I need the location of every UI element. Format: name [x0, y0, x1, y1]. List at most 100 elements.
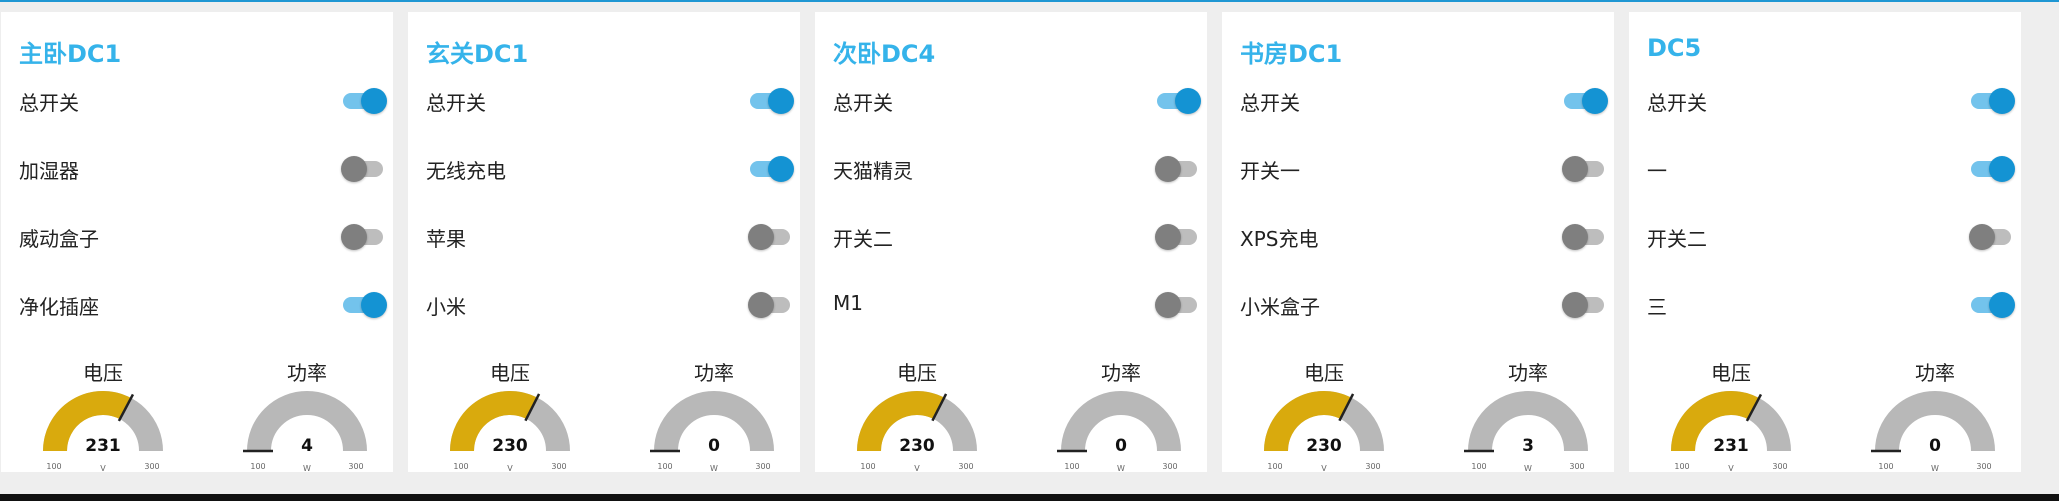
switch-row: 加湿器: [19, 148, 387, 188]
switch-row: 开关二: [1647, 216, 2015, 256]
gauge-track: [1468, 391, 1588, 452]
toggle-switch[interactable]: [1155, 154, 1201, 182]
toggle-switch[interactable]: [748, 290, 794, 318]
gauge-dial: 231 100 300 V: [43, 391, 163, 473]
toggle-switch[interactable]: [1969, 86, 2015, 114]
gauge-dial: 0 100 300 W: [1871, 391, 1995, 473]
toggle-switch[interactable]: [748, 86, 794, 114]
toggle-switch[interactable]: [341, 154, 387, 182]
gauge-max-label: 300: [1569, 462, 1584, 471]
gauge-title: 功率: [287, 361, 327, 385]
voltage-gauge: 电压 231 100 300 V: [33, 357, 173, 477]
dashboard-cards: 主卧DC1 总开关 加湿器 威动盒子 净化插座 电压 231 100 300 V 功率…: [0, 2, 2059, 474]
gauge-value: 4: [301, 436, 313, 456]
card-title: 次卧DC4: [833, 40, 936, 68]
switch-label: 小米盒子: [1240, 295, 1320, 319]
switch-row: 开关二: [833, 216, 1201, 256]
switch-row: 总开关: [19, 80, 387, 120]
power-gauge: 功率 0 100 300 W: [1051, 357, 1191, 477]
gauge-unit: V: [914, 464, 920, 473]
gauge-min-label: 100: [1471, 462, 1486, 471]
switch-label: 小米: [426, 295, 466, 319]
device-card: DC5 总开关 一 开关二 三 电压 231 100 300 V 功率 0 100 300…: [1629, 12, 2021, 473]
switch-row: 无线充电: [426, 148, 794, 188]
switch-label: 总开关: [833, 91, 893, 115]
switch-row: 净化插座: [19, 284, 387, 324]
toggle-switch[interactable]: [1562, 154, 1608, 182]
gauge-needle: [1338, 393, 1355, 422]
switch-label: M1: [833, 291, 863, 315]
gauge-unit: V: [100, 464, 106, 473]
gauge-max-label: 300: [144, 462, 159, 471]
voltage-gauge: 电压 230 100 300 V: [847, 357, 987, 477]
toggle-switch[interactable]: [1969, 290, 2015, 318]
gauge-value: 0: [708, 436, 720, 456]
gauge-min-label: 100: [250, 462, 265, 471]
switch-row: 小米盒子: [1240, 284, 1608, 324]
switch-row: 总开关: [833, 80, 1201, 120]
gauge-value: 230: [899, 436, 935, 456]
gauge-value: 230: [1306, 436, 1342, 456]
device-card: 玄关DC1 总开关 无线充电 苹果 小米 电压 230 100 300 V 功率 0 1…: [408, 12, 800, 473]
switch-row: XPS充电: [1240, 216, 1608, 256]
toggle-switch[interactable]: [1969, 222, 2015, 250]
toggle-switch[interactable]: [1155, 86, 1201, 114]
power-gauge: 功率 0 100 300 W: [644, 357, 784, 477]
gauge-track: [1061, 391, 1181, 452]
switch-label: 开关一: [1240, 159, 1300, 183]
gauge-track: [654, 391, 774, 452]
gauge-max-label: 300: [958, 462, 973, 471]
toggle-switch[interactable]: [1562, 222, 1608, 250]
switch-row: 总开关: [426, 80, 794, 120]
power-gauge: 功率 0 100 300 W: [1865, 357, 2005, 477]
gauge-title: 电压: [897, 361, 937, 385]
gauge-needle: [524, 393, 541, 422]
switch-label: 总开关: [426, 91, 486, 115]
gauge-max-label: 300: [348, 462, 363, 471]
device-card: 书房DC1 总开关 开关一 XPS充电 小米盒子 电压 230 100 300 V 功…: [1222, 12, 1614, 473]
gauge-max-label: 300: [551, 462, 566, 471]
switch-row: 三: [1647, 284, 2015, 324]
toggle-switch[interactable]: [1155, 222, 1201, 250]
switch-row: M1: [833, 284, 1201, 324]
gauge-title: 电压: [490, 361, 530, 385]
gauge-min-label: 100: [1064, 462, 1079, 471]
switch-label: 总开关: [19, 91, 79, 115]
switch-label: 开关二: [1647, 227, 1707, 251]
gauge-dial: 230 100 300 V: [450, 391, 570, 473]
toggle-switch[interactable]: [1562, 290, 1608, 318]
switch-label: 威动盒子: [19, 227, 99, 251]
gauge-track: [1875, 391, 1995, 452]
gauge-min-label: 100: [46, 462, 61, 471]
toggle-switch[interactable]: [1562, 86, 1608, 114]
toggle-switch[interactable]: [341, 86, 387, 114]
gauge-value: 230: [492, 436, 528, 456]
toggle-switch[interactable]: [341, 290, 387, 318]
switch-label: XPS充电: [1240, 227, 1319, 251]
gauge-title: 功率: [1508, 361, 1548, 385]
switch-row: 一: [1647, 148, 2015, 188]
gauge-unit: V: [507, 464, 513, 473]
gauge-dial: 4 100 300 W: [243, 391, 367, 473]
gauge-unit: W: [1931, 464, 1939, 473]
switch-label: 总开关: [1647, 91, 1707, 115]
switch-row: 苹果: [426, 216, 794, 256]
toggle-switch[interactable]: [341, 222, 387, 250]
switch-label: 无线充电: [426, 159, 506, 183]
toggle-switch[interactable]: [1155, 290, 1201, 318]
toggle-switch[interactable]: [748, 154, 794, 182]
gauge-unit: W: [710, 464, 718, 473]
gauge-min-label: 100: [453, 462, 468, 471]
voltage-gauge: 电压 231 100 300 V: [1661, 357, 1801, 477]
card-title: DC5: [1647, 34, 1702, 62]
switch-label: 总开关: [1240, 91, 1300, 115]
switch-label: 加湿器: [19, 159, 79, 183]
gauge-dial: 230 100 300 V: [1264, 391, 1384, 473]
gauge-max-label: 300: [1772, 462, 1787, 471]
gauge-value: 231: [1713, 436, 1749, 456]
gauge-dial: 231 100 300 V: [1671, 391, 1791, 473]
gauge-unit: W: [1117, 464, 1125, 473]
switch-row: 小米: [426, 284, 794, 324]
toggle-switch[interactable]: [748, 222, 794, 250]
toggle-switch[interactable]: [1969, 154, 2015, 182]
